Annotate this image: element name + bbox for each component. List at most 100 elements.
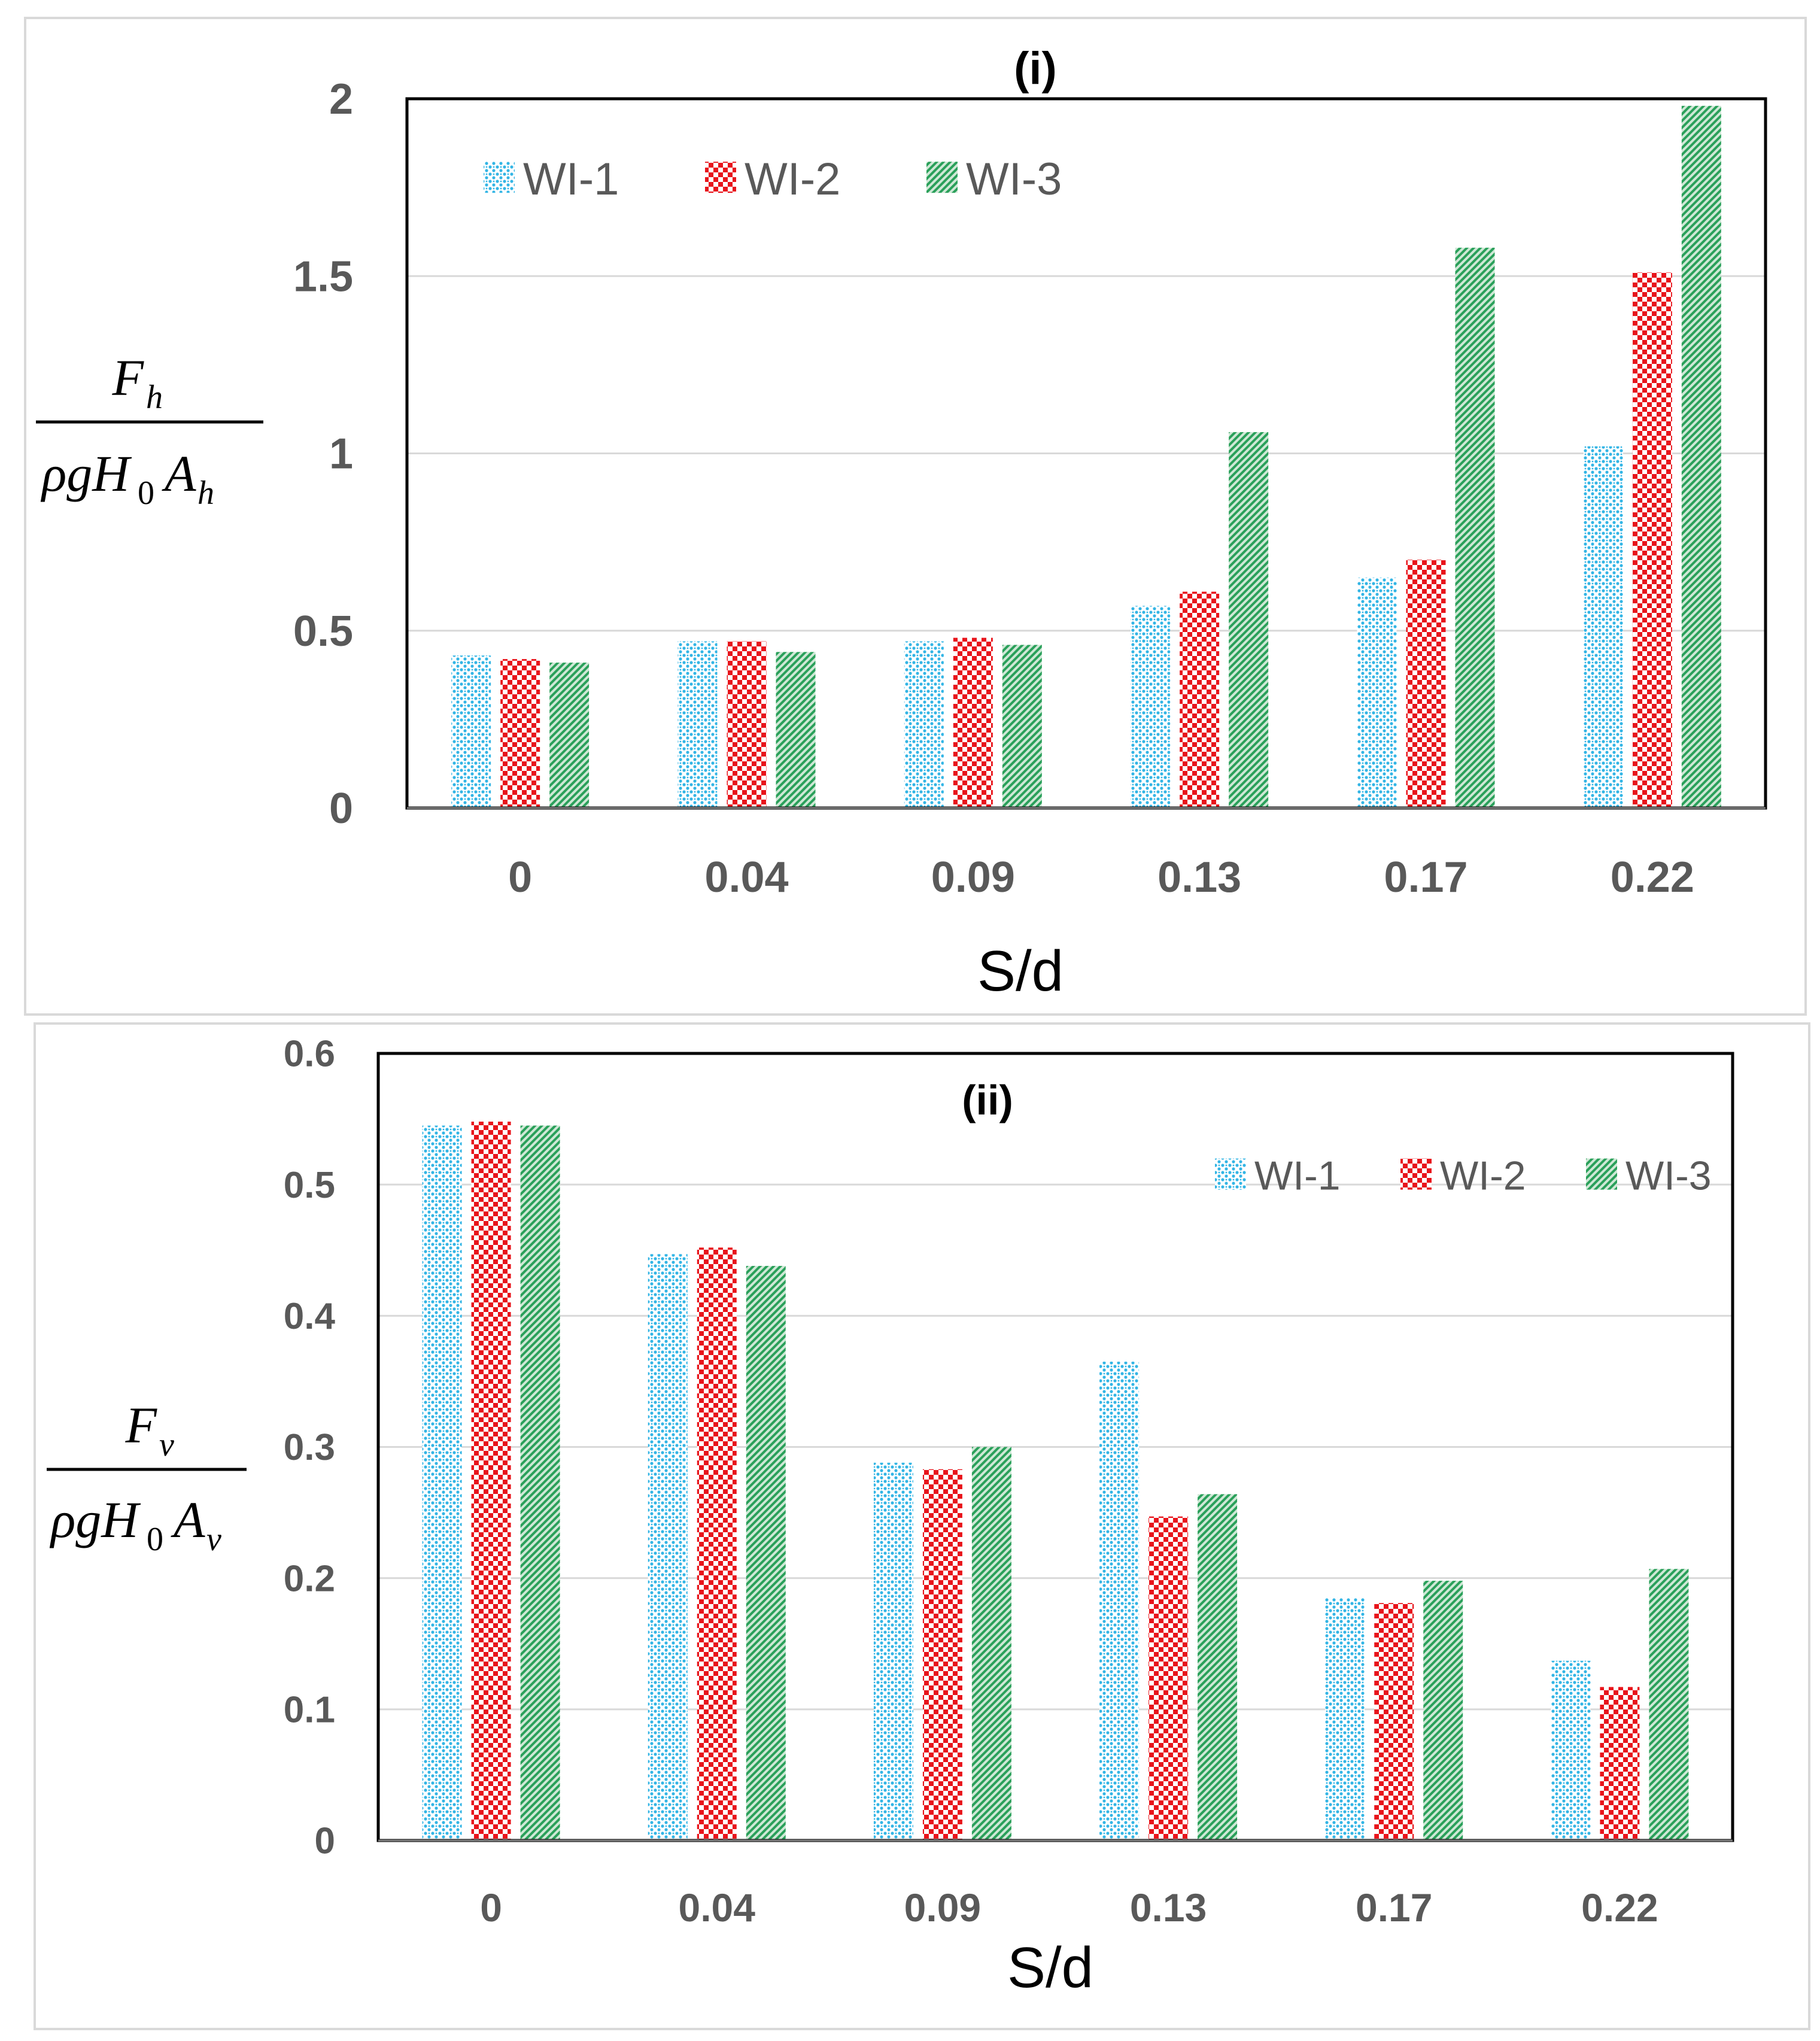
x-tick-labels: 0 0.04 0.09 0.13 0.17 0.22 [480, 1885, 1658, 1930]
bar-wi-2-0 [500, 659, 540, 808]
bar-wi-1-0.17 [1325, 1597, 1365, 1840]
ylabel-denominator: ρgH [49, 1491, 141, 1548]
bar-wi-3-0.17 [1423, 1581, 1463, 1840]
bar-wi-3-0 [549, 663, 590, 808]
y-tick-label: 2 [329, 75, 353, 123]
bar-wi-3-0.13 [1198, 1494, 1238, 1840]
legend-label: WI-1 [523, 154, 619, 205]
bar-wi-1-0.13 [1131, 606, 1171, 808]
legend-label: WI-3 [966, 154, 1062, 205]
bar-wi-1-0.04 [677, 641, 718, 808]
legend-label: WI-2 [745, 154, 840, 205]
ylabel-numerator: F [124, 1396, 157, 1454]
ylabel-numerator-sub: h [146, 379, 163, 416]
x-axis-title: S/d [1007, 1936, 1093, 2000]
panel-border [34, 1022, 1810, 2030]
legend-swatch-wi-2 [1400, 1158, 1432, 1190]
legend-swatch-wi-3 [926, 162, 958, 193]
x-tick-label: 0.17 [1356, 1885, 1432, 1930]
gridlines [378, 1183, 1733, 1711]
bar-wi-2-0.13 [1148, 1516, 1189, 1840]
bar-wi-1-0.17 [1357, 577, 1397, 808]
ylabel-denominator-sub0: 0 [147, 1521, 163, 1558]
ylabel-denominator-A: A [171, 1491, 205, 1548]
x-tick-label: 0.04 [679, 1885, 756, 1930]
bar-wi-2-0 [471, 1121, 511, 1840]
bar-wi-1-0 [422, 1125, 462, 1840]
bar-wi-2-0.04 [727, 641, 767, 808]
x-tick-label: 0.09 [931, 854, 1015, 901]
bar-wi-1-0.13 [1099, 1362, 1140, 1840]
y-tick-label: 0 [329, 785, 353, 833]
bar-wi-3-0 [520, 1125, 560, 1840]
bar-wi-2-0.22 [1600, 1687, 1640, 1840]
ylabel-denominator-sub: h [198, 475, 214, 512]
bar-wi-3-0.17 [1455, 247, 1495, 809]
ylabel-numerator-sub: v [159, 1426, 174, 1463]
bar-wi-3-0.04 [776, 652, 816, 808]
legend-swatch-wi-1 [1215, 1158, 1246, 1190]
chart-panel-i: 00.511.52 0 0.04 0.09 0.13 0.17 0.22 (i) S/d … [24, 17, 1807, 1016]
bar-wi-1-0.04 [648, 1254, 688, 1840]
ylabel-denominator: ρgH [40, 445, 132, 502]
legend-label: WI-1 [1254, 1153, 1341, 1198]
ylabel-denominator-sub: v [206, 1521, 221, 1558]
x-tick-label: 0 [508, 854, 532, 901]
bar-wi-1-0.09 [904, 641, 944, 808]
bar-wi-3-0.13 [1229, 432, 1269, 808]
legend-label: WI-2 [1440, 1153, 1526, 1198]
bar-wi-2-0.17 [1374, 1603, 1414, 1840]
bar-wi-1-0.22 [1583, 446, 1623, 808]
y-tick-labels: 0 0.5 1 1.5 2 [293, 75, 353, 833]
y-tick-labels: 0 0.1 0.2 0.3 0.4 0.5 0.6 [284, 1034, 336, 1862]
x-tick-label: 0.22 [1581, 1885, 1658, 1930]
chart-panel-ii: 0 0.1 0.2 0.3 0.4 0.5 0.6 0 0.04 0.09 0.13 0.17 0.2… [34, 1022, 1810, 2030]
bars [422, 1121, 1689, 1840]
ylabel-numerator: F [111, 349, 144, 406]
y-tick-label: 0.2 [284, 1558, 335, 1599]
y-tick-label: 1.5 [293, 253, 353, 300]
bars [451, 105, 1721, 809]
bar-wi-2-0.17 [1406, 560, 1446, 808]
bar-wi-1-0 [451, 655, 491, 808]
legend: WI-1 WI-2 WI-3 [1215, 1153, 1712, 1198]
bar-wi-3-0.22 [1681, 105, 1721, 809]
y-tick-label: 0.3 [284, 1427, 335, 1468]
x-tick-label: 0 [480, 1885, 502, 1930]
x-tick-label: 0.22 [1611, 854, 1694, 901]
y-tick-label: 0.5 [284, 1165, 335, 1206]
x-tick-label: 0.13 [1130, 1885, 1207, 1930]
y-axis-label: F h ρgH 0 A h [36, 349, 263, 512]
x-tick-label: 0.04 [704, 854, 788, 901]
bar-wi-3-0.22 [1649, 1569, 1689, 1840]
legend-swatch-wi-3 [1586, 1158, 1617, 1190]
gridlines [407, 275, 1766, 632]
bar-wi-2-0.09 [922, 1469, 962, 1840]
x-tick-label: 0.17 [1384, 854, 1467, 901]
y-tick-label: 0.5 [293, 608, 353, 655]
legend-swatch-wi-2 [705, 162, 736, 193]
bar-wi-2-0.13 [1180, 591, 1220, 808]
legend: WI-1 WI-2 WI-3 [484, 154, 1062, 205]
ylabel-denominator-A: A [162, 445, 196, 502]
bar-wi-2-0.22 [1632, 272, 1672, 808]
x-axis-title: S/d [977, 939, 1064, 1003]
x-tick-labels: 0 0.04 0.09 0.13 0.17 0.22 [508, 854, 1694, 901]
y-tick-label: 1 [329, 430, 353, 478]
bar-wi-1-0.22 [1551, 1660, 1591, 1840]
panel-border [24, 17, 1807, 1016]
y-tick-label: 0 [315, 1821, 335, 1862]
bar-wi-3-0.04 [746, 1266, 786, 1840]
bar-wi-2-0.04 [697, 1247, 737, 1840]
panel-title: (ii) [962, 1077, 1013, 1123]
y-tick-label: 0.4 [284, 1296, 336, 1337]
bar-wi-2-0.09 [953, 637, 993, 808]
legend-label: WI-3 [1625, 1153, 1712, 1198]
bar-wi-3-0.09 [1002, 645, 1042, 808]
y-axis-label: F v ρgH 0 A v [47, 1396, 247, 1558]
legend-swatch-wi-1 [484, 162, 515, 193]
ylabel-denominator-sub0: 0 [138, 475, 154, 512]
x-tick-label: 0.09 [904, 1885, 981, 1930]
bar-wi-3-0.09 [971, 1447, 1011, 1840]
